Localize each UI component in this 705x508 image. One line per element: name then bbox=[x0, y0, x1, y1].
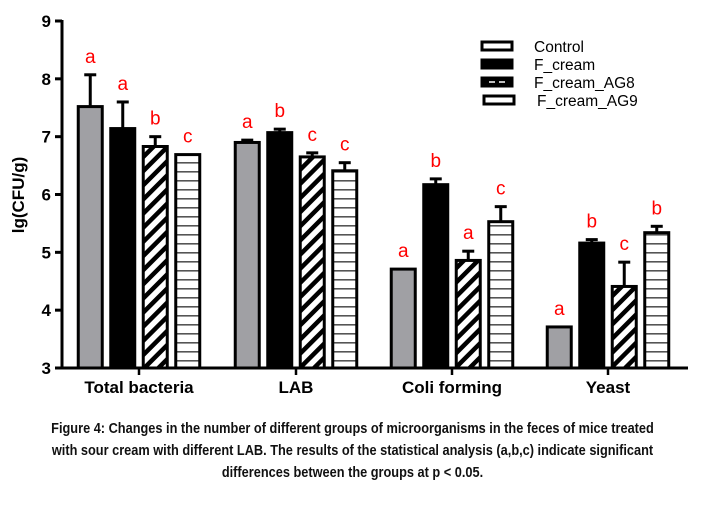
bar-control bbox=[545, 325, 573, 370]
legend-swatch bbox=[480, 76, 514, 88]
significance-letter: c bbox=[620, 234, 630, 255]
bar-chart: 3 4 5 6 7 8 9 Total bacteria LAB Coli forming Yeas… bbox=[9, 12, 688, 397]
bar-control bbox=[389, 267, 417, 370]
bar-control bbox=[76, 105, 104, 370]
bar-f-cream-ag8 bbox=[298, 155, 326, 370]
y-tick-label: 4 bbox=[42, 301, 52, 320]
significance-letter: c bbox=[340, 135, 350, 156]
bar-f-cream-ag8 bbox=[610, 284, 638, 370]
caption-line: with sour cream with different LAB. The … bbox=[51, 443, 654, 459]
legend-label: F_cream bbox=[534, 57, 595, 74]
significance-letter: b bbox=[150, 109, 161, 130]
significance-letter: b bbox=[586, 212, 597, 233]
x-tick-label: Yeast bbox=[586, 378, 631, 397]
significance-letter: a bbox=[242, 112, 253, 133]
y-tick-label: 3 bbox=[42, 359, 51, 378]
caption-line: differences between the groups at p < 0.… bbox=[221, 465, 484, 481]
legend-swatch bbox=[482, 94, 516, 106]
x-tick-label: Total bacteria bbox=[84, 378, 194, 397]
bar-f-cream bbox=[266, 131, 294, 370]
legend-label: Control bbox=[534, 39, 584, 56]
figure-caption: Figure 4: Changes in the number of diffe… bbox=[42, 418, 662, 484]
y-tick-label: 9 bbox=[42, 12, 51, 31]
bar-f-cream-ag9 bbox=[487, 220, 515, 370]
significance-letter: c bbox=[496, 179, 506, 200]
x-tick-label: LAB bbox=[279, 378, 314, 397]
caption-line: Figure 4: Changes in the number of diffe… bbox=[51, 421, 654, 437]
significance-letter: b bbox=[274, 101, 285, 122]
bar-f-cream bbox=[109, 127, 137, 370]
bar-f-cream-ag9 bbox=[643, 231, 671, 370]
y-tick-label: 8 bbox=[42, 70, 51, 89]
bar-f-cream bbox=[578, 241, 606, 370]
legend-label: F_cream_AG9 bbox=[537, 93, 638, 110]
legend-swatch bbox=[480, 58, 514, 70]
bar-control bbox=[233, 140, 261, 370]
significance-letter: a bbox=[117, 74, 128, 95]
bar-f-cream-ag9 bbox=[331, 169, 359, 370]
significance-letter: b bbox=[651, 198, 662, 219]
significance-letter: a bbox=[85, 47, 96, 68]
x-tick-label: Coli forming bbox=[402, 378, 502, 397]
y-tick-label: 7 bbox=[42, 128, 51, 147]
legend-swatch bbox=[480, 40, 514, 52]
y-tick-label: 6 bbox=[42, 186, 51, 205]
bar-f-cream-ag9 bbox=[174, 153, 202, 370]
significance-letter: c bbox=[308, 125, 318, 146]
significance-letter: a bbox=[554, 299, 565, 320]
significance-letter: a bbox=[398, 241, 409, 262]
bar-f-cream bbox=[422, 183, 450, 370]
significance-letter: c bbox=[183, 127, 193, 148]
y-tick-label: 5 bbox=[42, 243, 51, 262]
significance-letter: b bbox=[430, 151, 441, 172]
legend-label: F_cream_AG8 bbox=[534, 75, 635, 92]
significance-letter: a bbox=[463, 223, 474, 244]
y-axis-label: lg(CFU/g) bbox=[9, 157, 28, 233]
bar-f-cream-ag8 bbox=[454, 258, 482, 370]
bar-f-cream-ag8 bbox=[141, 144, 169, 370]
